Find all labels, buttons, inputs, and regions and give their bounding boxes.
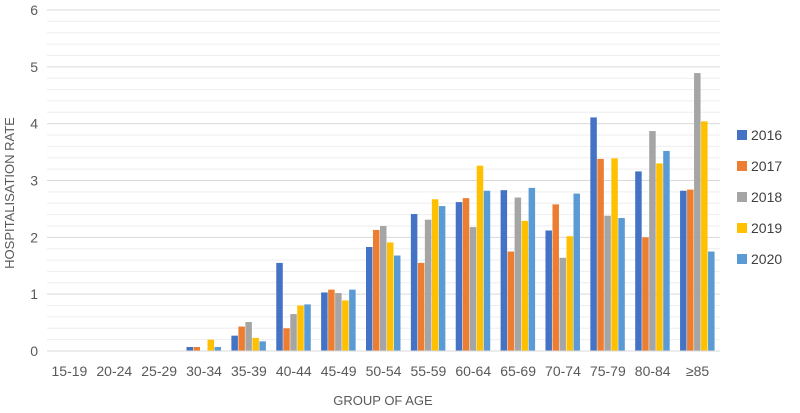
bars [186,73,715,352]
bar [259,341,266,351]
legend-label: 2019 [751,220,782,236]
bar [687,189,694,351]
bar [590,117,597,351]
gridlines [47,9,720,341]
bar [701,121,708,351]
bar [514,197,522,351]
bar [380,225,387,351]
bar [545,230,552,351]
x-tick-label: 35-39 [231,363,267,379]
bar [604,215,611,351]
bar [283,328,290,351]
bar [483,190,491,351]
bar [231,335,238,351]
bar [328,289,335,351]
x-tick-label: 45-49 [321,363,357,379]
bar [276,262,283,351]
bar [635,171,642,351]
bar [611,158,618,351]
legend-label: 2016 [751,127,782,143]
bar [476,165,484,351]
x-tick-label: 60-64 [455,363,491,379]
bar [207,339,215,351]
bar [297,305,304,351]
bar [290,314,297,351]
x-tick-label: 50-54 [366,363,402,379]
bar [394,255,401,351]
x-tick-label: 40-44 [276,363,312,379]
legend-label: 2017 [751,158,782,174]
bar [252,337,259,351]
bar [342,300,349,351]
bar [387,242,394,351]
bar [507,251,515,351]
x-tick-label: ≥85 [686,363,709,379]
y-axis-title: HOSPITALISATION RATE [2,117,17,269]
bar [410,214,418,351]
legend-swatch [737,161,747,171]
bar [321,292,328,351]
legend-swatch [737,192,747,202]
bar [304,304,311,351]
bar [193,347,201,351]
legend-swatch [737,254,747,264]
bar [431,199,439,351]
y-tick-label: 4 [30,116,38,132]
x-tick-label: 55-59 [410,363,446,379]
x-tick-label: 70-74 [545,363,581,379]
bar [573,193,580,351]
bar [656,163,663,351]
bar [680,190,687,351]
bar [528,187,536,351]
bar [335,293,342,351]
x-tick-label: 75-79 [590,363,626,379]
y-tick-label: 3 [30,173,38,189]
bar [438,206,446,351]
x-tick-label: 80-84 [635,363,671,379]
bar [469,227,477,351]
bar [373,229,380,351]
y-tick-label: 0 [30,343,38,359]
bar [417,262,425,351]
bar [618,218,625,351]
bar [462,198,470,351]
axes: 0 1 2 3 4 5 6 15-19 20-24 25-29 30-34 35-39 40-44 45-… [30,2,720,379]
bar [663,150,670,351]
bar [649,131,656,351]
bar [566,236,573,351]
legend-swatch [737,130,747,140]
x-tick-label: 25-29 [141,363,177,379]
bar [694,73,701,352]
x-tick-label: 15-19 [52,363,88,379]
legend-label: 2020 [751,251,782,267]
y-tick-label: 1 [30,286,38,302]
bar [455,202,463,351]
bar [708,251,715,351]
bar [552,204,559,351]
bar [245,322,252,351]
bar [214,347,222,351]
bar [642,237,649,351]
legend-swatch [737,223,747,233]
bar [521,220,529,351]
bar [238,326,245,351]
x-tick-label: 65-69 [500,363,536,379]
legend-label: 2018 [751,189,782,205]
bar [597,158,604,351]
y-tick-label: 2 [30,229,38,245]
x-tick-label: 30-34 [186,363,222,379]
bar [559,257,566,351]
bar [186,347,194,351]
x-tick-label: 20-24 [96,363,132,379]
bar [424,219,432,351]
y-tick-label: 5 [30,59,38,75]
bar [349,289,356,351]
legend: 2016 2017 2018 2019 2020 [737,127,782,267]
bar [366,246,373,351]
bar [500,190,508,351]
y-tick-label: 6 [30,2,38,18]
x-axis-title: GROUP OF AGE [333,393,433,408]
